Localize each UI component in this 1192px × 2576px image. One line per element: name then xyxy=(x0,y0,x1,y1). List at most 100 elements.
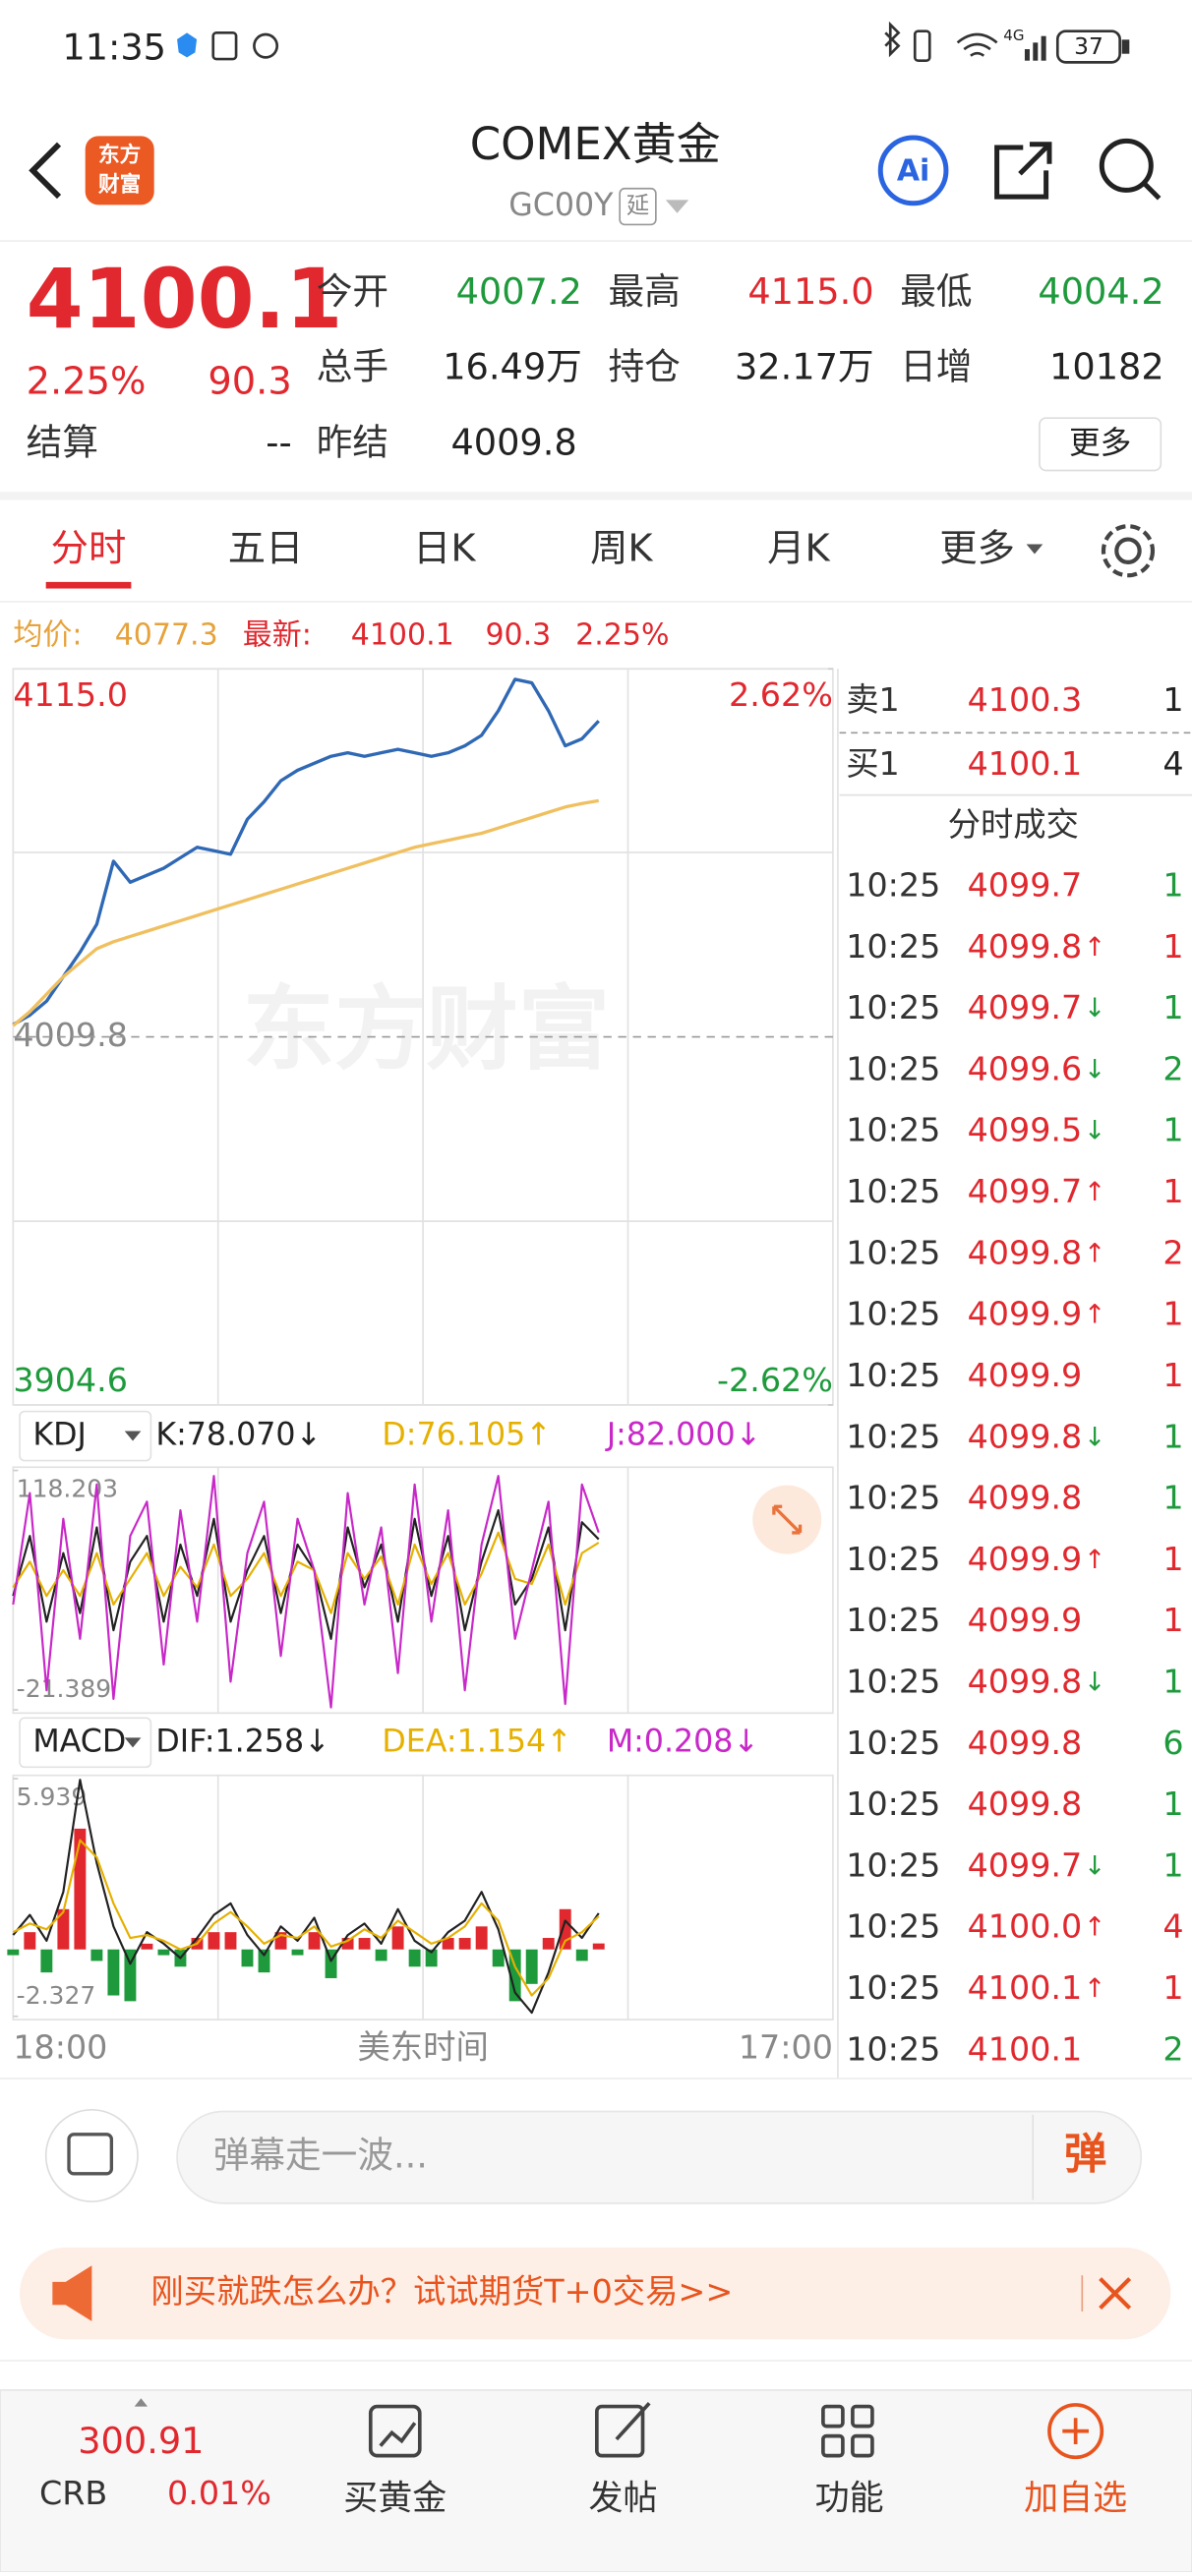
trade-price: 4099.8 xyxy=(968,1233,1083,1271)
code-dropdown[interactable] xyxy=(665,200,689,213)
macd-bar xyxy=(157,1949,170,1956)
ai-icon: Ai xyxy=(897,154,930,189)
trade-price: 4099.9 xyxy=(968,1295,1083,1333)
indicator-name: KDJ xyxy=(32,1418,86,1453)
macd-bar xyxy=(241,1949,254,1967)
more-label: 更多 xyxy=(1069,426,1131,461)
megaphone-icon xyxy=(52,2265,92,2321)
y2-tick-label: 2.62% xyxy=(729,675,833,714)
trade-price: 4099.8 xyxy=(968,1785,1083,1823)
share-button[interactable] xyxy=(994,142,1052,200)
delay-tag: 延 xyxy=(626,192,649,219)
macd-bar xyxy=(425,1949,438,1967)
ai-button[interactable] xyxy=(877,135,949,206)
trade-price: 4099.8 xyxy=(968,927,1083,966)
macd-bar xyxy=(90,1949,103,1961)
logo-text: 财富 xyxy=(98,171,141,197)
trade-price: 4099.9 xyxy=(968,1540,1083,1578)
change: 90.3 xyxy=(208,360,291,404)
series-line xyxy=(12,1531,600,1614)
trade-time: 10:25 xyxy=(846,1111,940,1149)
y-tick-label: 118.203 xyxy=(17,1475,118,1503)
last-price: 4100.1 xyxy=(27,252,343,347)
trade-price: 4100.1 xyxy=(968,1968,1083,2007)
macd-bar xyxy=(224,1932,237,1950)
legend-entry: M:0.208↓ xyxy=(607,1724,759,1759)
avg-value: 4077.3 xyxy=(115,617,218,652)
macd-bar xyxy=(40,1949,53,1973)
tab[interactable]: 月K xyxy=(767,527,830,571)
trade-volume: 1 xyxy=(1162,1111,1183,1149)
trade-time: 10:25 xyxy=(846,1356,940,1394)
signal xyxy=(1024,35,1046,61)
trade-volume: 1 xyxy=(1162,1601,1183,1639)
y-tick-label: 4115.0 xyxy=(13,675,128,714)
trades-title: 分时成交 xyxy=(948,805,1079,844)
logo-text: 东方 xyxy=(98,142,141,167)
tab[interactable]: 五日 xyxy=(228,527,304,571)
macd-bar xyxy=(358,1938,371,1950)
trade-volume: 1 xyxy=(1162,1172,1183,1210)
macd-bar xyxy=(408,1949,421,1967)
trade-time: 10:25 xyxy=(846,1295,940,1333)
book-price: 4100.3 xyxy=(968,680,1083,719)
stat-label: 最高 xyxy=(609,270,681,313)
trade-volume: 1 xyxy=(1162,988,1183,1026)
trade-arrow: ↑ xyxy=(1084,1973,1105,2004)
nav-item[interactable]: 功能 xyxy=(815,2480,884,2519)
back-button[interactable] xyxy=(29,142,62,200)
trade-price: 4099.8 xyxy=(968,1724,1083,1762)
tab-underline xyxy=(45,581,132,589)
trade-volume: 1 xyxy=(1162,1785,1183,1823)
trade-time: 10:25 xyxy=(846,927,940,966)
indicator-name: MACD xyxy=(32,1724,126,1759)
tab[interactable]: 分时 xyxy=(51,527,127,571)
stat-label: 最低 xyxy=(900,270,972,313)
stat-label: 总手 xyxy=(317,346,388,388)
settings-button[interactable] xyxy=(1101,524,1156,578)
banner-close[interactable] xyxy=(1099,2277,1132,2311)
contract-code: GC00Y xyxy=(508,188,614,223)
avg-label: 均价: xyxy=(13,617,82,652)
trade-volume: 1 xyxy=(1162,1295,1183,1333)
comment-input[interactable] xyxy=(176,2110,1143,2204)
danmaku-button[interactable]: 弹 xyxy=(1064,2131,1106,2180)
stat-label: 结算 xyxy=(27,421,98,463)
trade-arrow: ↓ xyxy=(1084,993,1105,1024)
macd-bar xyxy=(391,1926,404,1950)
x-axis-label: 美东时间 xyxy=(357,2028,488,2067)
nav-item[interactable]: 发帖 xyxy=(589,2480,658,2519)
trade-volume: 1 xyxy=(1162,927,1183,966)
trade-volume: 1 xyxy=(1162,1845,1183,1884)
nav-item[interactable]: 买黄金 xyxy=(343,2480,447,2519)
trade-price: 4099.8 xyxy=(968,1417,1083,1455)
trade-volume: 2 xyxy=(1162,2029,1183,2068)
y-tick-label: 4009.8 xyxy=(13,1016,128,1054)
more-button[interactable] xyxy=(1039,417,1162,472)
trade-time: 10:25 xyxy=(846,1785,940,1823)
series-line xyxy=(12,1475,600,1709)
y-tick-label: -21.389 xyxy=(17,1674,111,1703)
trade-price: 4099.7 xyxy=(968,1172,1083,1210)
app-logo xyxy=(85,136,154,205)
trade-volume: 1 xyxy=(1162,1540,1183,1578)
search-button[interactable] xyxy=(1099,138,1162,201)
macd-bar xyxy=(559,1908,571,1950)
nav-item[interactable]: 加自选 xyxy=(1024,2480,1127,2519)
tab[interactable]: 更多 xyxy=(939,527,1015,571)
legend-entry: K:78.070↓ xyxy=(155,1418,322,1453)
trade-volume: 1 xyxy=(1162,1479,1183,1517)
comment-settings[interactable] xyxy=(44,2108,139,2203)
macd-bar xyxy=(542,1938,555,1950)
tab[interactable]: 日K xyxy=(413,527,476,571)
macd-bar xyxy=(525,1949,538,1984)
watermark: 东方财富 xyxy=(243,976,610,1083)
promo-banner[interactable] xyxy=(20,2247,1171,2340)
series-line xyxy=(12,1779,600,2015)
book-price: 4100.1 xyxy=(968,744,1083,783)
trade-price: 4099.8 xyxy=(968,1479,1083,1517)
trade-price: 4099.9 xyxy=(968,1356,1083,1394)
tab[interactable]: 周K xyxy=(590,527,653,571)
legend-entry: DIF:1.258↓ xyxy=(155,1724,329,1759)
